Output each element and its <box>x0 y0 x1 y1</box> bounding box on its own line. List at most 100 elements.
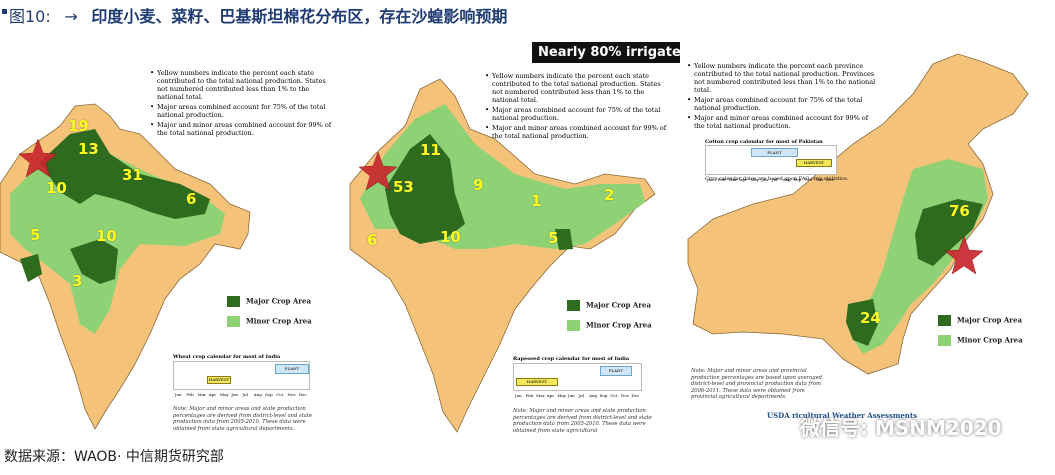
harvest-bar: HARVEST <box>207 376 231 384</box>
production-share-label: 10 <box>46 179 67 197</box>
calendar-month-label: May <box>220 392 229 397</box>
harvest-label: HARVEST <box>526 379 548 384</box>
plant-bar: PLANT <box>275 364 309 374</box>
production-share-label: 13 <box>78 140 99 158</box>
harvest-bar: HARVEST <box>516 378 558 386</box>
figure-title-bar: 图10: → 印度小麦、菜籽、巴基斯坦棉花分布区，存在沙蝗影响预期 <box>0 0 1055 28</box>
legend-note: Major and minor areas combined account f… <box>485 124 670 140</box>
minor-key-label: Minor Crop Area <box>246 316 312 326</box>
production-share-label: 5 <box>548 229 559 247</box>
calendar-month-label: Dec <box>298 392 307 397</box>
production-share-label: 3 <box>72 272 83 290</box>
usda-agency-line: USDA ricultural Weather Assessments <box>767 411 917 420</box>
calendar-month-label: Dec <box>826 177 834 182</box>
calendar-month-label: May <box>557 393 567 398</box>
calendar-month-label: Jul <box>242 392 248 397</box>
calendar-month-label: Jul <box>772 177 778 182</box>
production-share-label: 76 <box>949 202 970 220</box>
calendar-month-label: Feb <box>717 177 726 182</box>
calendar-month-label: Feb <box>186 392 194 397</box>
calendar-month-label: Sep <box>793 177 802 182</box>
calendar-month-label: Oct <box>610 393 618 398</box>
major-crop-area-east <box>555 229 573 250</box>
usda-assessment-text: ricultural Weather Assessments <box>792 411 918 420</box>
calendar-month-label: Jun <box>761 177 768 182</box>
title-arrow: → <box>64 7 78 26</box>
production-share-label: 19 <box>68 117 89 135</box>
calendar-month-label: Nov <box>815 177 824 182</box>
major-key-label: Major Crop Area <box>957 315 1022 325</box>
crop-calendar: PLANT HARVEST Jan Feb Mar Apr May Jun Jul Aug Se… <box>513 363 642 398</box>
major-swatch <box>938 315 951 326</box>
pakistan-cotton-legend-notes: Yellow numbers indicate the percent each… <box>687 62 877 132</box>
crop-calendar: PLANT HARVEST Jan Feb Mar Apr May Jun Jul Aug Se… <box>705 145 837 182</box>
map-note: Note: Major and minor areas and state pr… <box>173 406 312 432</box>
production-share-label: 31 <box>122 166 143 184</box>
wechat-icon <box>764 418 793 440</box>
calendar-title: Wheat crop calendar for most of India <box>173 354 281 360</box>
calendar-month-label: Jun <box>567 393 575 398</box>
calendar-month-label: Mar <box>197 392 206 397</box>
locust-star-marker <box>358 151 398 191</box>
production-share-label: 1 <box>531 192 542 210</box>
locust-star-marker <box>944 235 984 275</box>
legend-note: Major areas combined account for 75% of … <box>485 106 670 122</box>
india-wheat-map <box>0 103 251 430</box>
calendar-note: Crop calendar dates are based upon FAO c… <box>705 176 849 182</box>
pakistan-outline <box>687 53 1029 375</box>
crop-area-key: Major Crop Area Minor Crop Area <box>567 300 652 340</box>
map-note: Note: Major and minor areas and state pr… <box>513 408 652 434</box>
crop-area-key: Major Crop Area Minor Crop Area <box>938 315 1023 355</box>
plant-bar: PLANT <box>600 366 632 376</box>
calendar-month-label: May <box>750 177 760 182</box>
calendar-month-label: Sep <box>265 392 273 397</box>
india-rapeseed-map-panel: Nearly 80% irrigated. Yellow numbers ind… <box>345 34 680 438</box>
production-share-label: 6 <box>186 190 197 208</box>
major-swatch <box>567 300 580 311</box>
major-crop-area <box>915 199 983 266</box>
calendar-month-label: Apr <box>208 392 217 397</box>
usda-logo-text: USDA <box>767 411 790 420</box>
production-share-label: 2 <box>604 186 615 204</box>
calendar-title: Rapeseed crop calendar for most of India <box>513 356 630 362</box>
calendar-month-label: Aug <box>782 177 791 182</box>
legend-note: Major and minor areas combined account f… <box>150 121 335 137</box>
irrigation-badge: Nearly 80% irrigated. <box>532 42 680 63</box>
minor-key-label: Minor Crop Area <box>586 320 652 330</box>
legend-note: Yellow numbers indicate the percent each… <box>150 69 335 101</box>
production-share-label: 6 <box>367 231 378 249</box>
calendar-month-label: Jan <box>515 393 522 398</box>
production-share-label: 11 <box>420 141 441 159</box>
plant-label: PLANT <box>767 150 782 155</box>
harvest-bar: HARVEST <box>796 159 832 167</box>
calendar-month-label: Jul <box>578 393 584 398</box>
production-share-label: 53 <box>393 178 414 196</box>
calendar-month-label: Dec <box>631 393 640 398</box>
calendar-title: Cotton crop calendar for most of Pakista… <box>705 139 823 145</box>
india-rapeseed-legend-notes: Yellow numbers indicate the percent each… <box>485 72 670 142</box>
india-wheat-map-panel: Yellow numbers indicate the percent each… <box>0 34 340 438</box>
wechat-watermark: 微信号: MSNM2020 <box>800 416 1002 440</box>
production-share-label: 5 <box>30 226 41 244</box>
title-bullet <box>2 9 7 14</box>
legend-note: Major areas combined account for 75% of … <box>150 103 335 119</box>
figure-label: 图10: <box>9 7 51 26</box>
calendar-month-label: Feb <box>525 393 534 398</box>
plant-label: PLANT <box>608 368 624 373</box>
minor-swatch <box>938 335 951 346</box>
minor-swatch <box>227 316 240 327</box>
figure-title-text: 印度小麦、菜籽、巴基斯坦棉花分布区，存在沙蝗影响预期 <box>91 7 508 26</box>
pakistan-cotton-map-panel: Yellow numbers indicate the percent each… <box>683 34 1055 438</box>
pakistan-cotton-map <box>687 53 1029 375</box>
india-rapeseed-map <box>349 78 656 433</box>
production-share-label: 9 <box>473 176 484 194</box>
calendar-month-label: Nov <box>620 393 629 398</box>
minor-key-label: Minor Crop Area <box>957 335 1023 345</box>
major-swatch <box>227 296 240 307</box>
locust-star-marker <box>18 138 58 178</box>
major-crop-area <box>385 134 465 244</box>
major-crop-area-sindh <box>846 299 878 346</box>
crop-area-key: Major Crop Area Minor Crop Area <box>227 296 312 336</box>
calendar-month-label: Jan <box>175 392 182 397</box>
production-share-label: 10 <box>96 227 117 245</box>
